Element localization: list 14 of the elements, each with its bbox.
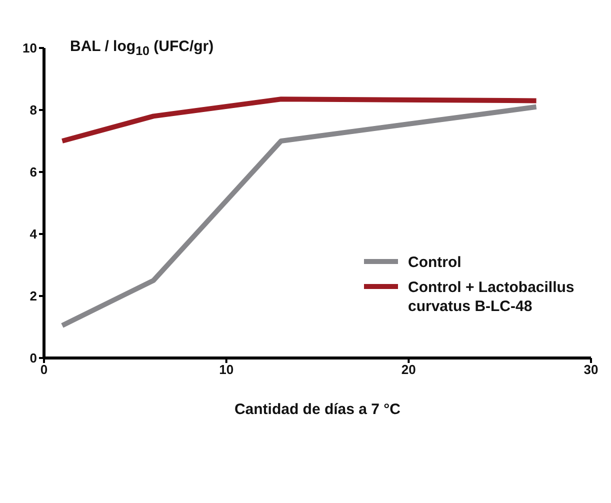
y-tick-label: 8 [30, 102, 37, 118]
y-tick-label: 10 [22, 40, 37, 56]
legend-label: Control + Lactobacillus curvatus B-LC-48 [408, 278, 576, 316]
x-tick-label: 30 [584, 362, 598, 378]
y-axis-title: BAL / log$_{10}$ (UFC/gr) [70, 38, 214, 58]
y-tick-label: 0 [30, 350, 37, 366]
x-tick-label: 0 [40, 362, 48, 378]
y-tick-label: 6 [30, 164, 37, 180]
y-tick-label: 4 [30, 226, 38, 242]
x-tick-label: 20 [401, 362, 416, 378]
y-tick-label: 2 [30, 288, 37, 304]
x-axis-title: Cantidad de días a 7 °C [234, 401, 401, 418]
x-tick-label: 10 [219, 362, 234, 378]
legend-label: Control [408, 253, 462, 272]
